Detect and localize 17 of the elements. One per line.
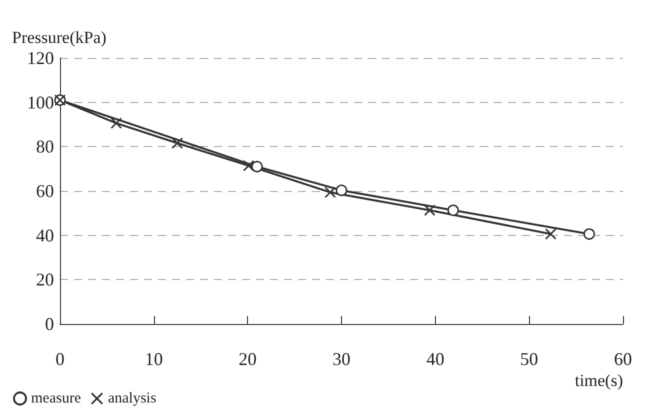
x-tick-label: 50	[520, 349, 538, 369]
x-tick-label: 10	[144, 349, 163, 369]
y-tick-label: 20	[36, 270, 54, 290]
y-tick-label: 60	[36, 181, 54, 201]
x-tick-label: 30	[332, 349, 350, 369]
y-tick-label: 100	[27, 92, 54, 112]
y-tick-label: 40	[36, 225, 54, 246]
x-tick-label: 60	[614, 349, 632, 369]
y-tick-label: 120	[27, 48, 54, 68]
legend-label: analysis	[108, 390, 156, 406]
legend-label: measure	[31, 390, 82, 406]
y-tick-label: 80	[36, 136, 54, 157]
y-tick-label: 0	[45, 314, 54, 334]
x-tick-label: 40	[426, 349, 444, 369]
x-tick-label: 20	[238, 349, 257, 369]
x-axis-title: time(s)	[574, 371, 623, 390]
y-axis-title: Pressure(kPa)	[12, 28, 106, 47]
